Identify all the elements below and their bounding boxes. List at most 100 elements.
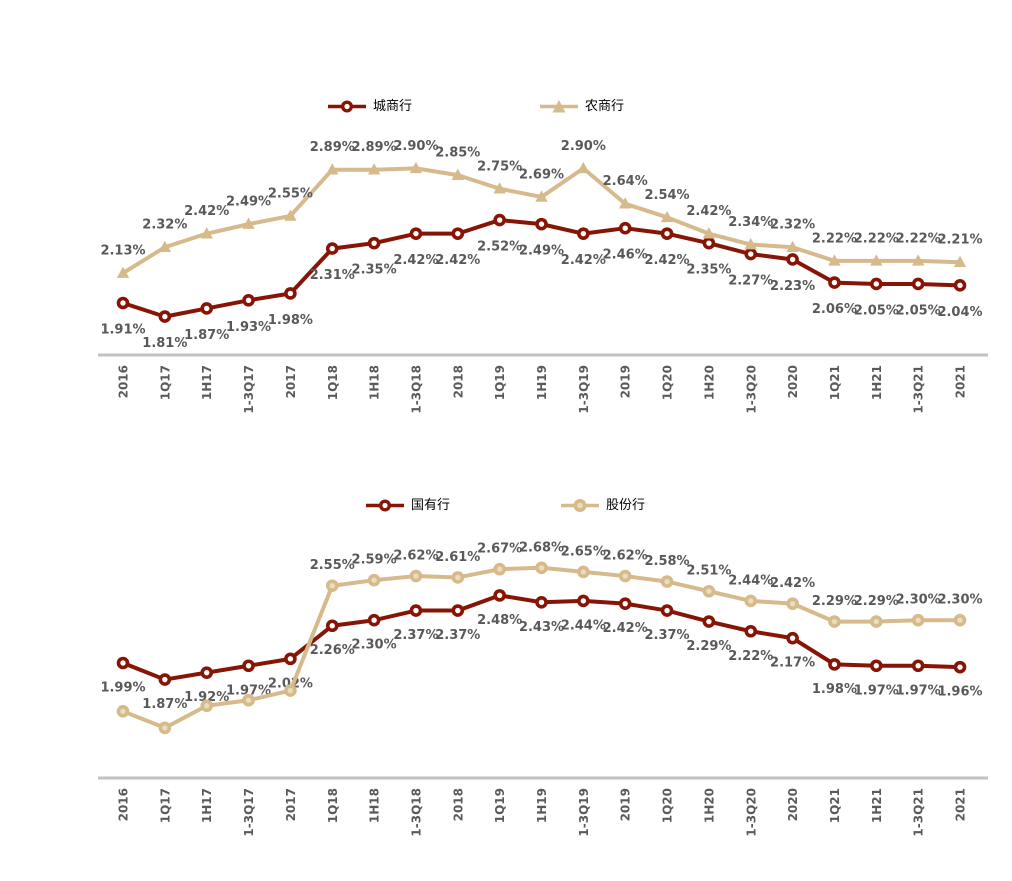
triangle-marker xyxy=(409,161,423,174)
triangle-marker xyxy=(200,227,213,239)
marker-core xyxy=(413,230,419,237)
marker-core xyxy=(622,573,628,579)
triangle-marker xyxy=(535,190,548,202)
x-axis-label: 1-3Q20 xyxy=(744,365,758,414)
data-label: 2.62% xyxy=(603,549,648,564)
x-axis-label: 1H19 xyxy=(535,365,549,400)
data-label: 1.93% xyxy=(226,320,271,335)
marker-core xyxy=(538,565,545,571)
marker-core xyxy=(162,676,168,683)
triangle-marker xyxy=(284,209,297,221)
data-label: 2.67% xyxy=(477,542,522,557)
data-label: 2.65% xyxy=(561,544,606,559)
marker-core xyxy=(329,623,335,629)
x-axis-label: 1H17 xyxy=(200,365,214,400)
data-label: 2.42% xyxy=(644,253,689,268)
marker-core xyxy=(413,573,419,579)
marker-core xyxy=(162,313,168,320)
marker-core xyxy=(957,664,963,670)
marker-core xyxy=(789,256,796,263)
x-axis-label: 1Q19 xyxy=(493,365,507,400)
x-axis-label: 1-3Q20 xyxy=(744,788,758,837)
data-label: 2.22% xyxy=(854,231,899,246)
marker-core xyxy=(957,617,963,623)
marker-core xyxy=(622,600,628,607)
x-axis-label: 2017 xyxy=(284,365,298,398)
legend-label: 城商行 xyxy=(373,99,413,114)
data-label: 1.81% xyxy=(142,336,187,351)
marker-core xyxy=(329,583,335,589)
data-label: 2.51% xyxy=(686,564,731,579)
x-axis-label: 1H21 xyxy=(870,365,884,400)
marker-core xyxy=(120,300,126,306)
marker-core xyxy=(831,661,838,668)
data-label: 2.32% xyxy=(770,218,815,233)
x-axis-label: 2019 xyxy=(619,788,633,821)
data-label: 2.05% xyxy=(896,303,941,318)
marker-core xyxy=(287,290,294,297)
marker-core xyxy=(580,569,587,575)
data-label: 2.30% xyxy=(937,593,982,608)
marker-core xyxy=(120,660,126,666)
legend-marker-red-circle xyxy=(328,100,366,113)
marker-core xyxy=(748,251,754,257)
data-label: 2.42% xyxy=(686,204,731,219)
x-axis-label: 1H18 xyxy=(368,788,382,823)
data-label: 2.42% xyxy=(770,576,815,591)
marker-core xyxy=(344,103,350,110)
marker-core xyxy=(831,618,838,625)
marker-core xyxy=(580,598,587,604)
x-axis-label: 2020 xyxy=(786,365,800,398)
marker-core xyxy=(748,628,754,634)
triangle-marker xyxy=(870,254,883,266)
data-label: 2.89% xyxy=(310,140,355,155)
data-label: 2.05% xyxy=(854,303,899,318)
marker-core xyxy=(915,281,921,287)
x-axis-label: 1Q17 xyxy=(158,365,172,400)
data-label: 2.34% xyxy=(728,215,773,230)
x-axis-label: 2020 xyxy=(786,788,800,821)
data-label: 2.42% xyxy=(603,621,648,636)
top-legend-item-2: 农商行 xyxy=(539,99,624,114)
data-label: 1.92% xyxy=(184,690,229,705)
data-label: 2.49% xyxy=(519,244,564,259)
bottom-legend-item-1: 国有行 xyxy=(365,498,450,513)
marker-core xyxy=(831,279,838,286)
marker-core xyxy=(204,703,210,709)
legend-marker-tan-triangle xyxy=(540,100,578,113)
legend-label: 农商行 xyxy=(585,99,625,114)
data-label: 2.31% xyxy=(310,268,355,283)
data-label: 2.21% xyxy=(937,233,982,248)
marker-core xyxy=(873,663,879,669)
marker-core xyxy=(706,240,712,246)
data-label: 1.98% xyxy=(812,682,857,697)
data-label: 2.48% xyxy=(477,613,522,628)
x-axis-label: 1Q20 xyxy=(661,365,675,400)
legend-marker-tan-circle xyxy=(561,499,599,512)
x-axis-label: 1Q19 xyxy=(493,788,507,823)
marker-core xyxy=(204,305,210,312)
x-axis-label: 2021 xyxy=(954,788,968,821)
data-label: 2.75% xyxy=(477,159,522,174)
marker-core xyxy=(706,618,712,625)
triangle-marker xyxy=(451,168,464,180)
data-label: 2.62% xyxy=(393,549,438,564)
data-label: 2.30% xyxy=(352,638,397,653)
marker-core xyxy=(580,230,587,237)
marker-core xyxy=(538,221,545,227)
x-axis-label: 2016 xyxy=(117,365,131,398)
data-label: 2.42% xyxy=(393,253,438,268)
x-axis-label: 1-3Q19 xyxy=(577,788,591,837)
data-label: 2.42% xyxy=(184,204,229,219)
marker-core xyxy=(382,502,388,509)
data-label: 1.97% xyxy=(226,683,271,698)
marker-core xyxy=(915,617,921,623)
data-label: 2.23% xyxy=(770,279,815,294)
marker-core xyxy=(957,282,963,289)
triangle-marker xyxy=(911,254,925,266)
triangle-marker xyxy=(786,240,799,253)
x-axis-label: 1Q18 xyxy=(326,365,340,400)
triangle-marker xyxy=(619,197,632,209)
data-label: 2.22% xyxy=(728,649,773,664)
